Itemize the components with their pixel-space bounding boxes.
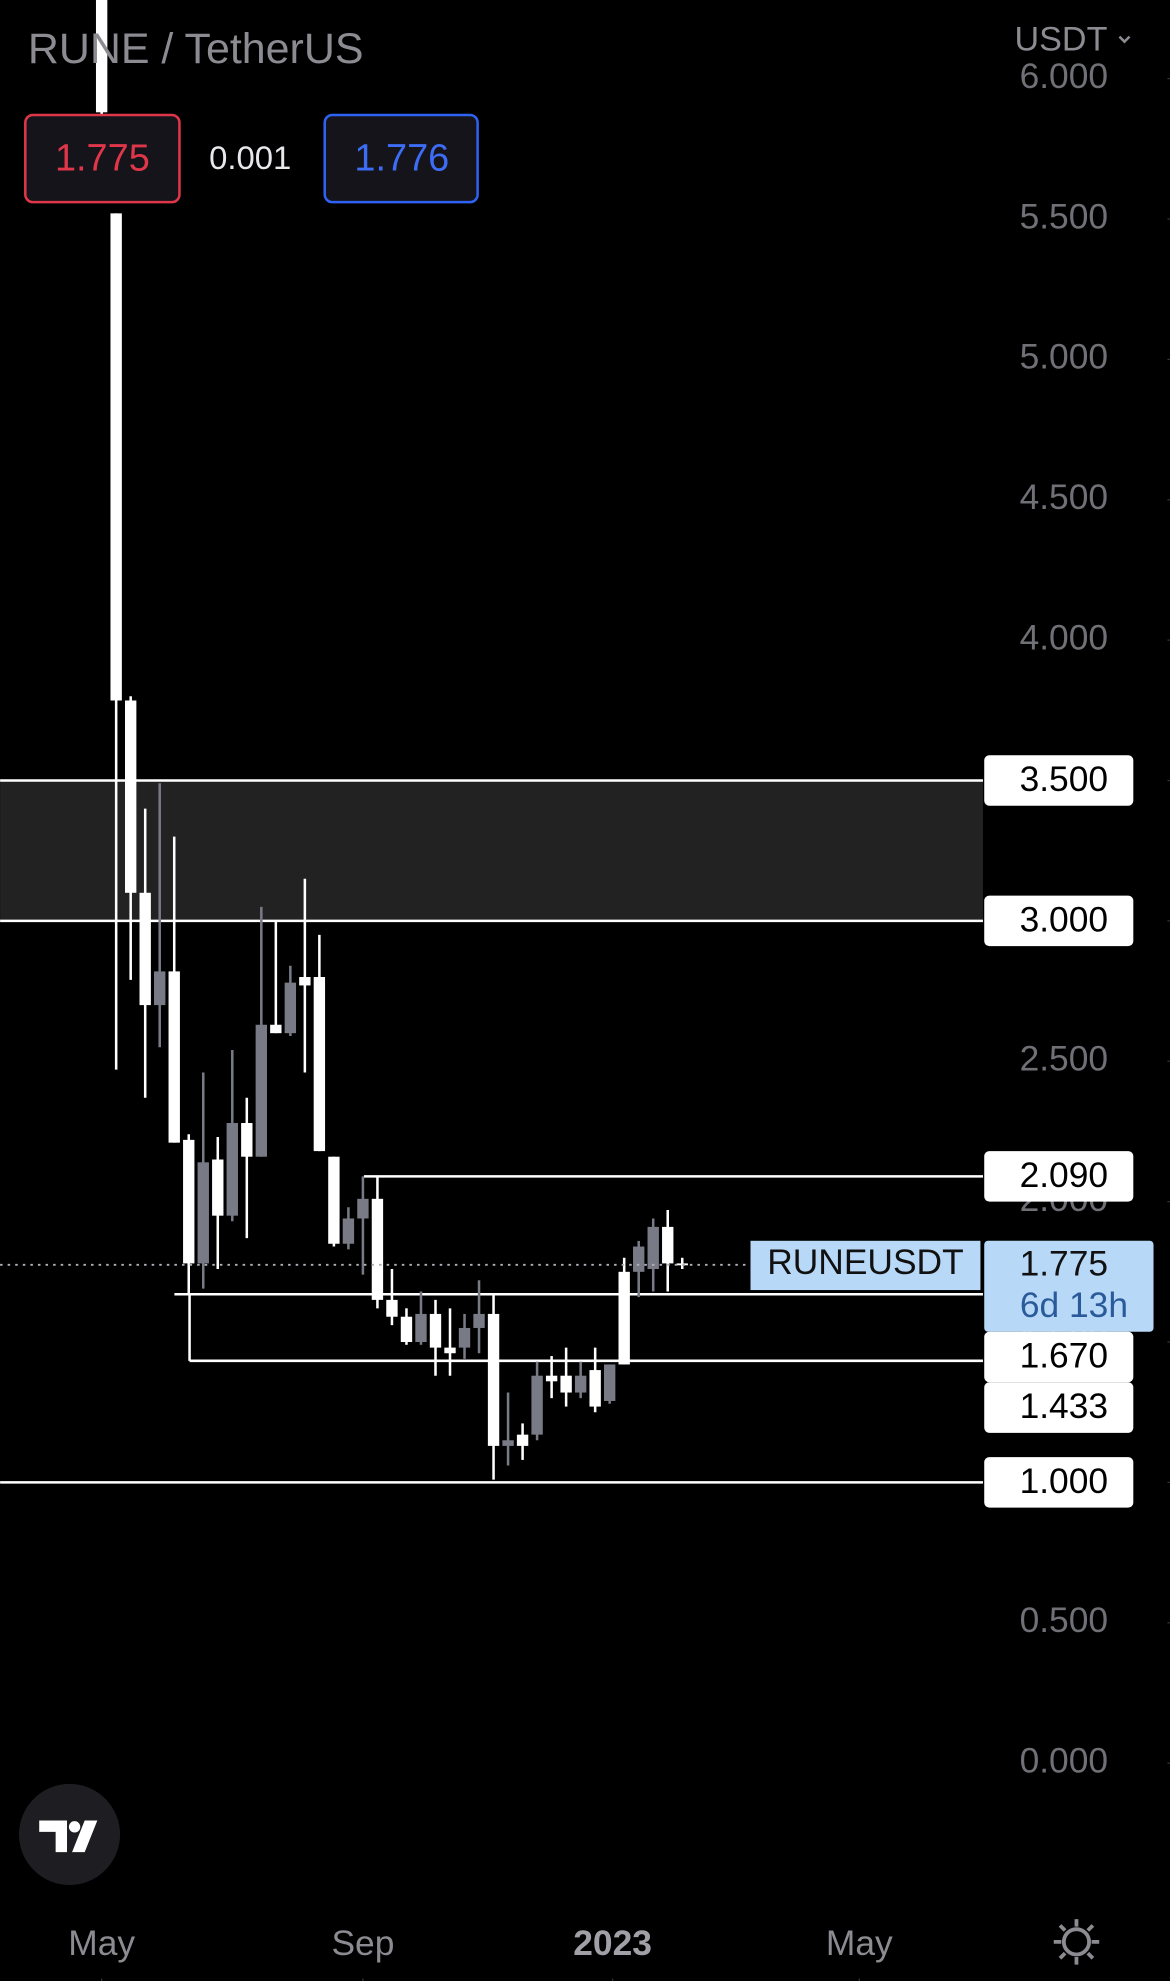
- candle-body: [633, 1246, 645, 1272]
- level-label: 3.000: [1020, 900, 1109, 939]
- candle-body: [284, 982, 297, 1034]
- countdown: 6d 13h: [1020, 1286, 1128, 1325]
- symbol-box: [750, 1240, 981, 1291]
- settings-icon[interactable]: [1053, 1919, 1100, 1965]
- candle-body: [603, 1364, 616, 1401]
- candle-body: [212, 1159, 224, 1216]
- candle-body: [328, 1156, 340, 1244]
- level-label: 1.000: [1020, 1462, 1109, 1501]
- candle-body: [124, 700, 137, 893]
- candle-body: [487, 1313, 500, 1446]
- x-tick-label: May: [826, 1924, 893, 1963]
- candle-body: [95, 0, 108, 113]
- candle-body: [110, 213, 122, 701]
- level-label: 1.433: [1020, 1387, 1109, 1426]
- symbol-label: RUNEUSDT: [767, 1243, 963, 1282]
- candle-body: [662, 1226, 674, 1264]
- candle-body: [168, 971, 180, 1143]
- level-label-box: [984, 895, 1134, 947]
- candle-body: [415, 1313, 427, 1343]
- candle-body: [560, 1375, 572, 1393]
- logo-dot: [68, 1821, 81, 1833]
- candle-body: [647, 1226, 659, 1270]
- candle-body: [444, 1347, 456, 1354]
- x-tick-label: 2023: [573, 1924, 652, 1963]
- last-price-box: [984, 1240, 1154, 1332]
- candle-body: [255, 1024, 268, 1157]
- chevron: [1118, 35, 1131, 44]
- candle-body: [226, 1123, 238, 1216]
- candle-body: [386, 1299, 398, 1317]
- candle-body: [270, 1024, 282, 1034]
- spread: 0.001: [209, 139, 291, 176]
- candle-body: [371, 1198, 384, 1300]
- overlay: RUNE / TetherUS USDT 1.775 0.001 1.776: [19, 21, 1131, 1965]
- y-tick-label: 0.000: [1020, 1741, 1109, 1780]
- chart-title: RUNE / TetherUS: [28, 25, 364, 73]
- candle-body: [342, 1218, 355, 1244]
- candle-body: [574, 1375, 587, 1393]
- candle-body: [357, 1198, 369, 1219]
- y-tick-label: 0.500: [1020, 1601, 1109, 1640]
- bid-box[interactable]: [24, 113, 181, 204]
- level-label: 3.500: [1020, 760, 1109, 799]
- candle-body: [516, 1434, 529, 1446]
- plot-area: [0, 0, 983, 1484]
- candle-body: [531, 1375, 543, 1435]
- level-label: 1.670: [1020, 1337, 1109, 1376]
- logo-mark: [39, 1820, 98, 1853]
- level-label-box: [984, 1382, 1134, 1433]
- candle-body: [545, 1375, 558, 1382]
- y-tick-label: 5.000: [1020, 338, 1109, 377]
- candle-body: [197, 1162, 209, 1264]
- candle-body: [589, 1370, 601, 1407]
- ask-box[interactable]: [323, 113, 479, 204]
- candle-body: [458, 1327, 471, 1348]
- candle-body: [139, 892, 151, 1006]
- candle-body: [241, 1123, 253, 1157]
- y-tick-label: 6.000: [1020, 57, 1109, 96]
- candle-body: [429, 1313, 442, 1348]
- currency[interactable]: USDT: [1015, 21, 1108, 59]
- candle-body: [473, 1313, 485, 1328]
- level-label-box: [984, 1331, 1134, 1383]
- y-tick-label: 2.500: [1020, 1040, 1109, 1079]
- candle-body: [313, 977, 326, 1152]
- candle-body: [400, 1316, 413, 1343]
- y-tick-label: 4.000: [1020, 618, 1109, 657]
- x-tick-label: May: [68, 1924, 135, 1963]
- bid: 1.775: [55, 137, 150, 179]
- candle-body: [183, 1139, 195, 1264]
- candle-body: [676, 1263, 688, 1266]
- level-label-box: [984, 1457, 1134, 1508]
- candle-body: [618, 1271, 630, 1365]
- logo[interactable]: [19, 1783, 121, 1885]
- level-label-box: [984, 755, 1134, 806]
- x-tick-label: Sep: [331, 1924, 394, 1963]
- level-label: 2.090: [1020, 1156, 1109, 1195]
- zone: [0, 780, 983, 921]
- y-tick-label: 4.500: [1020, 478, 1109, 517]
- candle-body: [299, 977, 311, 986]
- y-tick-label: 5.500: [1020, 197, 1109, 236]
- ask: 1.776: [354, 137, 449, 179]
- level-label-box: [984, 1151, 1134, 1202]
- candle-body: [502, 1440, 514, 1446]
- candle-body: [154, 971, 166, 1006]
- last-price-label: 1.775: [1020, 1244, 1109, 1283]
